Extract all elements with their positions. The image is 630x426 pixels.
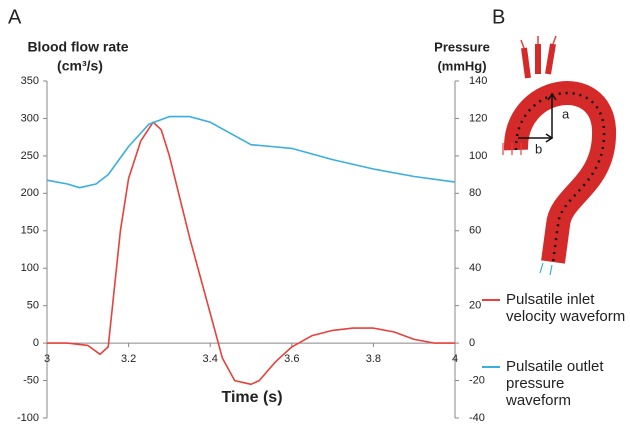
y2-axis-title: (mmHg) (437, 58, 486, 73)
y-tick-label: 250 (21, 150, 39, 162)
y-tick-label: -100 (17, 412, 39, 424)
legend-label: Pulsatile outlet pressure waveform (506, 358, 604, 409)
y-tick-label: 350 (21, 75, 39, 87)
x-tick-label: 3.4 (203, 353, 218, 365)
data-line (46, 115, 456, 189)
y-tick-label: 100 (21, 262, 39, 274)
legend-label: Pulsatile inlet velocity waveform (506, 291, 626, 325)
x-tick-label: 3.6 (284, 353, 299, 365)
y-tick-label: 0 (33, 337, 39, 349)
illustration-label: b (535, 141, 542, 156)
x-tick-label: 3.2 (121, 353, 136, 365)
y2-tick-label: 120 (469, 112, 487, 124)
y2-tick-label: 60 (469, 225, 481, 237)
y2-tick-label: 80 (469, 187, 481, 199)
y2-axis-title: Pressure (434, 39, 490, 54)
y2-tick-label: 40 (469, 262, 481, 274)
panel-label: A (8, 6, 22, 28)
x-axis-title: Time (s) (221, 389, 282, 406)
y-axis-title: Blood flow rate (27, 39, 128, 55)
y-tick-label: 150 (21, 225, 39, 237)
y2-tick-label: 0 (469, 337, 475, 349)
x-tick-label: 4 (452, 353, 458, 365)
x-tick-label: 3 (44, 353, 50, 365)
y2-tick-label: 100 (469, 150, 487, 162)
panel-label: B (492, 6, 505, 28)
y2-tick-label: 140 (469, 75, 487, 87)
y-axis-title: (cm³/s) (57, 58, 103, 74)
data-line (47, 121, 455, 386)
illustration-label: a (562, 106, 570, 121)
y-tick-label: 50 (27, 300, 39, 312)
y-tick-label: 300 (21, 112, 39, 124)
y2-tick-label: -20 (469, 374, 485, 386)
y2-tick-label: -40 (469, 412, 485, 424)
y-tick-label: -50 (23, 374, 39, 386)
y-tick-label: 200 (21, 187, 39, 199)
aorta-illustration: a b (502, 35, 616, 276)
y2-tick-label: 20 (469, 300, 481, 312)
x-tick-label: 3.8 (366, 353, 381, 365)
